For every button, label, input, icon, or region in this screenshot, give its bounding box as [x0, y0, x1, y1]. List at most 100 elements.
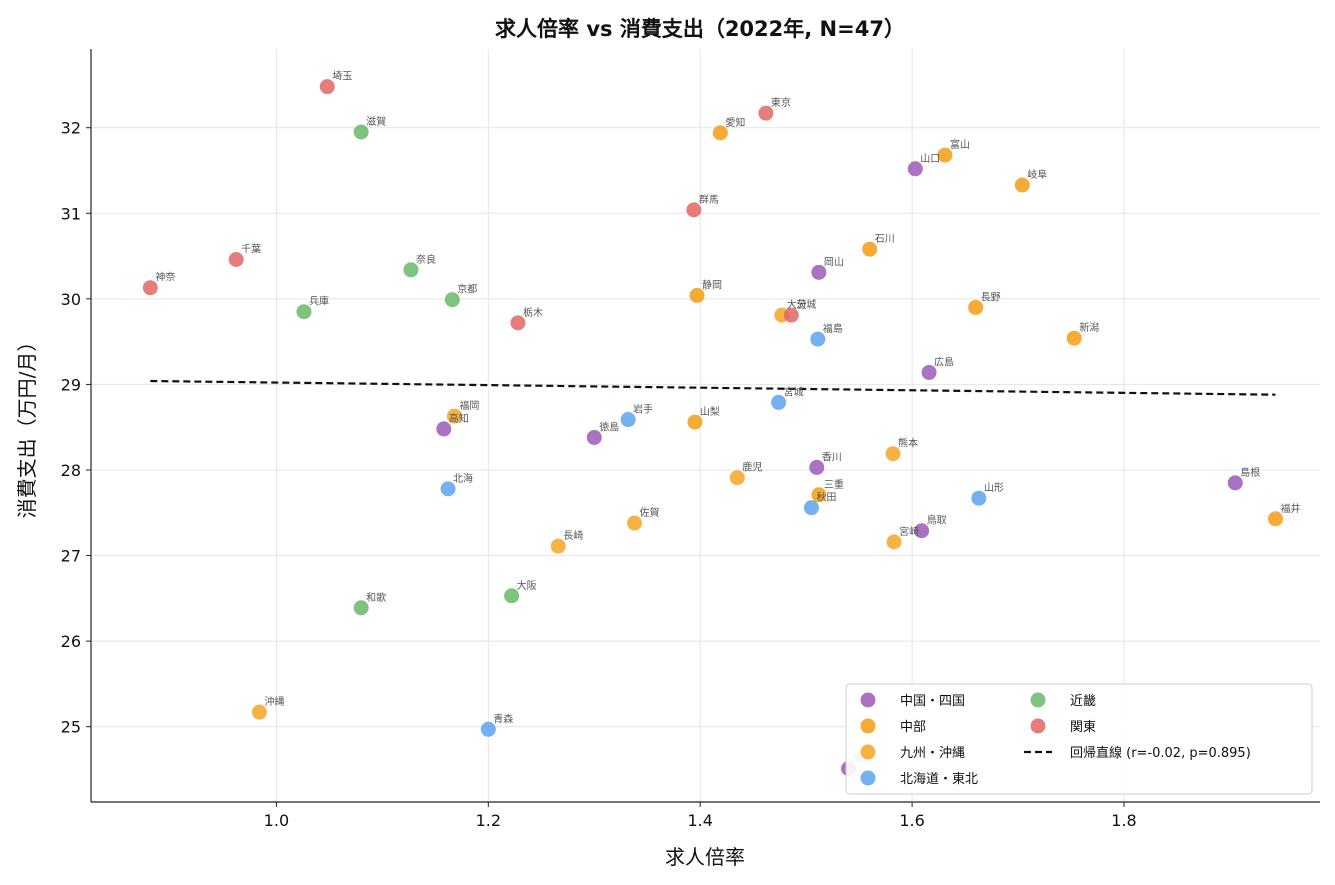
point-label-5-1: 東京	[771, 96, 791, 109]
point-label-5-6: 栃木	[523, 306, 543, 319]
point-label-3-3: 北海	[453, 472, 473, 485]
data-point-2-5	[886, 534, 902, 550]
point-label-1-7: 山梨	[700, 405, 720, 418]
x-tick-label-0: 1.0	[264, 811, 289, 830]
point-label-2-6: 長崎	[563, 529, 583, 542]
point-label-5-2: 群馬	[699, 193, 719, 206]
data-point-1-7	[687, 414, 703, 430]
data-point-0-2	[921, 364, 937, 380]
point-label-0-7: 鳥取	[927, 514, 947, 527]
point-label-3-2: 岩手	[633, 403, 653, 416]
data-point-2-6	[550, 538, 566, 554]
grid-lines	[91, 49, 1320, 802]
x-tick-label-3: 1.6	[899, 811, 924, 830]
point-labels: 山口岡山広島高知徳島香川島根鳥取愛媛愛知富山岐阜石川静岡長野新潟山梨三重福井大分…	[155, 70, 1300, 765]
data-point-4-4	[504, 588, 520, 604]
data-point-3-0	[810, 331, 826, 347]
tick-labels: 1.0 1.2 1.4 1.6 1.8 25 26 27 28 29 30 31 32	[61, 119, 1137, 830]
point-label-1-5: 長野	[981, 291, 1001, 303]
data-point-1-5	[968, 299, 984, 315]
point-label-5-0: 埼玉	[332, 70, 352, 83]
data-point-2-3	[729, 470, 745, 486]
point-label-5-5: 茨城	[796, 298, 816, 311]
data-point-0-4	[586, 429, 602, 445]
data-point-1-3	[862, 241, 878, 257]
regression-layer	[150, 379, 1276, 396]
point-label-1-3: 石川	[875, 234, 895, 245]
data-point-3-6	[480, 721, 496, 737]
legend-marker-0	[860, 692, 876, 708]
data-point-0-5	[809, 459, 825, 475]
point-label-0-4: 徳島	[599, 420, 619, 433]
data-point-5-3	[228, 251, 244, 267]
data-point-4-1	[403, 262, 419, 278]
y-axis-label: 消費支出（万円/月）	[15, 332, 39, 519]
data-point-3-4	[971, 490, 987, 506]
point-label-1-4: 静岡	[702, 278, 722, 291]
data-point-3-5	[803, 500, 819, 516]
point-label-1-0: 愛知	[725, 116, 745, 129]
point-label-3-4: 山形	[984, 482, 1004, 494]
legend-label-5: 関東	[1070, 719, 1096, 735]
legend-marker-3	[860, 770, 876, 786]
legend-label-2: 九州・沖縄	[900, 746, 965, 761]
point-label-0-3: 高知	[449, 412, 469, 425]
legend-label-1: 中部	[900, 720, 926, 735]
data-point-1-9	[1268, 511, 1284, 527]
point-label-0-1: 岡山	[824, 256, 844, 268]
data-point-1-2	[1014, 177, 1030, 193]
y-tick-label-7: 32	[61, 119, 81, 138]
point-label-4-4: 大阪	[517, 579, 537, 592]
point-label-2-2: 熊本	[898, 437, 918, 450]
point-label-2-1: 福岡	[459, 399, 479, 412]
data-point-5-0	[319, 79, 335, 95]
data-point-5-6	[510, 315, 526, 331]
point-label-4-3: 兵庫	[309, 295, 329, 308]
data-point-0-7	[914, 523, 930, 539]
chart-title: 求人倍率 vs 消費支出（2022年, N=47）	[495, 17, 905, 41]
point-label-1-2: 岐阜	[1027, 168, 1047, 181]
legend-marker-2	[860, 744, 876, 760]
x-tick-label-4: 1.8	[1111, 811, 1136, 830]
point-label-1-8: 三重	[824, 478, 844, 491]
point-label-1-9: 福井	[1281, 502, 1301, 515]
data-point-4-3	[296, 304, 312, 320]
point-label-3-1: 宮城	[784, 385, 804, 398]
data-point-4-2	[444, 292, 460, 308]
regression-line	[150, 379, 1276, 396]
data-point-1-1	[937, 147, 953, 163]
point-label-2-7: 沖縄	[264, 695, 284, 708]
point-label-0-6: 島根	[1240, 466, 1260, 479]
data-point-3-2	[620, 412, 636, 428]
y-tick-label-2: 27	[61, 547, 81, 566]
legend-marker-1	[860, 718, 876, 734]
data-point-3-3	[440, 481, 456, 497]
data-point-5-5	[783, 307, 799, 323]
point-label-5-3: 千葉	[241, 242, 261, 255]
data-point-0-0	[907, 161, 923, 177]
point-label-3-0: 福島	[823, 322, 843, 335]
point-label-1-6: 新潟	[1079, 321, 1099, 334]
data-point-1-6	[1066, 330, 1082, 346]
x-axis-label: 求人倍率	[665, 845, 745, 869]
data-point-0-6	[1227, 475, 1243, 491]
data-point-1-8	[811, 487, 827, 503]
data-point-0-3	[436, 421, 452, 437]
point-label-4-0: 滋賀	[366, 115, 386, 128]
y-tick-label-1: 26	[61, 632, 81, 651]
legend-marker-4	[1030, 692, 1046, 708]
legend-box	[845, 683, 1313, 795]
data-point-5-1	[758, 105, 774, 121]
point-label-3-6: 青森	[493, 712, 513, 725]
point-label-1-1: 富山	[950, 138, 970, 151]
data-point-2-7	[251, 704, 267, 720]
legend-label-4: 近畿	[1070, 694, 1096, 709]
point-label-0-0: 山口	[920, 153, 940, 165]
y-tick-label-5: 30	[61, 290, 81, 309]
point-label-2-0: 大分	[787, 298, 807, 311]
y-tick-label-6: 31	[61, 204, 81, 223]
legend-marker-5	[1030, 718, 1046, 734]
legend-label-3: 北海道・東北	[900, 771, 978, 787]
data-point-5-2	[686, 202, 702, 218]
